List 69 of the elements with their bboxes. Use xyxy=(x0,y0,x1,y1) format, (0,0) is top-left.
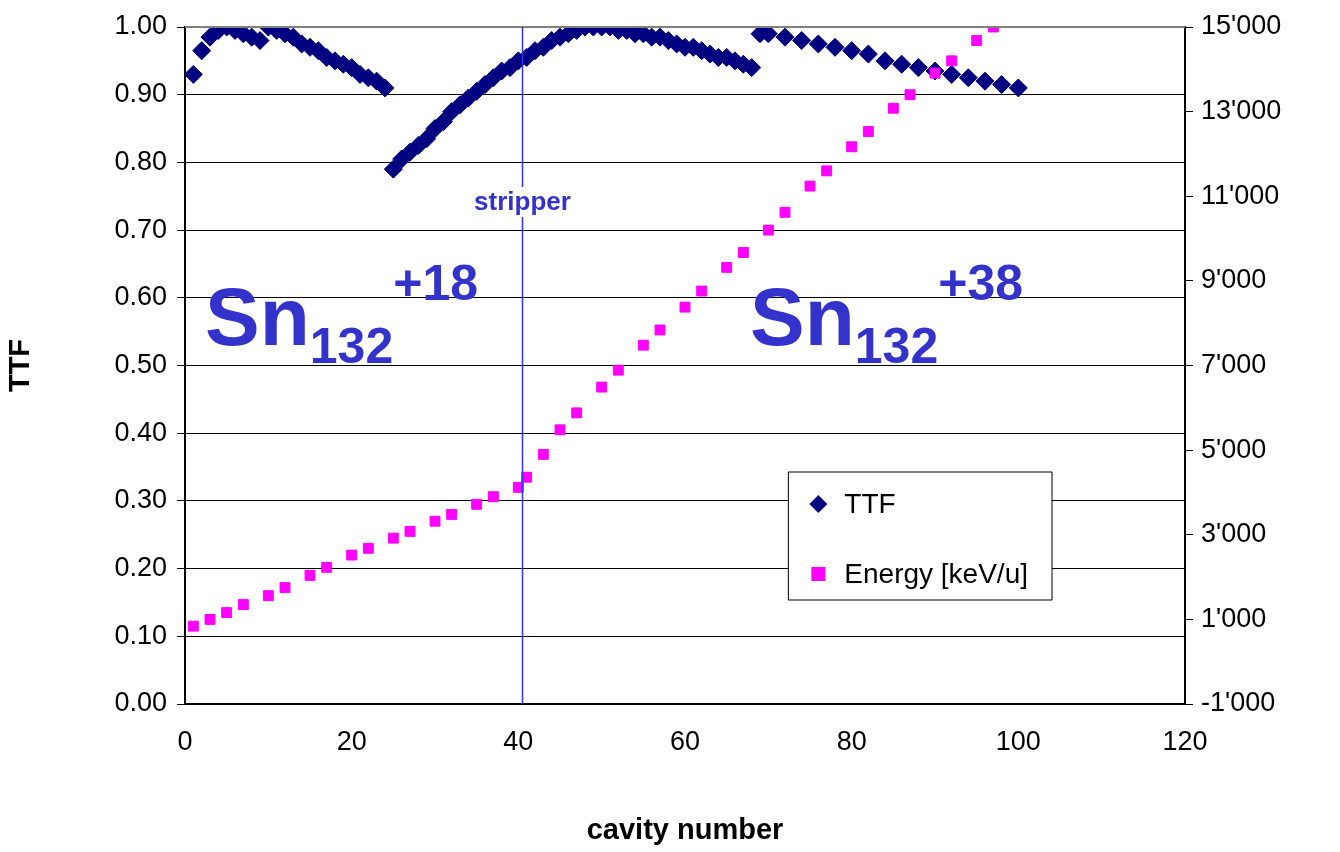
legend-label: Energy [keV/u] xyxy=(844,557,1028,589)
y-tick-label: 0.40 xyxy=(114,416,167,447)
y2-tick-label: 3'000 xyxy=(1201,518,1267,549)
point xyxy=(487,491,499,503)
point xyxy=(762,224,774,236)
point xyxy=(612,364,624,376)
x-tick-label: 100 xyxy=(995,725,1041,756)
y-tick-label: 0.00 xyxy=(114,687,167,718)
point xyxy=(779,206,791,218)
point xyxy=(404,525,416,537)
point xyxy=(696,285,708,297)
y-tick-label: 0.70 xyxy=(114,213,167,244)
x-tick-label: 0 xyxy=(177,725,193,756)
point xyxy=(321,561,333,573)
x-tick-label: 80 xyxy=(836,725,867,756)
point xyxy=(679,301,691,313)
point xyxy=(471,498,483,510)
ref-line-label: stripper xyxy=(474,186,571,216)
point xyxy=(204,613,216,625)
y-tick-label: 0.90 xyxy=(114,78,167,109)
point xyxy=(971,35,983,46)
point xyxy=(946,55,958,67)
point xyxy=(904,89,916,101)
point xyxy=(262,590,274,602)
legend-label: TTF xyxy=(844,487,896,519)
point xyxy=(537,448,549,460)
x-tick-label: 120 xyxy=(1162,725,1208,756)
y-tick-label: 0.30 xyxy=(114,484,167,515)
x-tick-label: 20 xyxy=(336,725,367,756)
point xyxy=(721,261,733,273)
y2-tick-label: 5'000 xyxy=(1201,433,1267,464)
point xyxy=(221,607,233,619)
point xyxy=(187,620,199,632)
point xyxy=(846,141,858,153)
y2-tick-label: -1'000 xyxy=(1201,687,1276,718)
y2-tick-label: 9'000 xyxy=(1201,264,1267,295)
y2-tick-label: 11'000 xyxy=(1201,179,1280,210)
y2-tick-label: 13'000 xyxy=(1201,95,1282,126)
point xyxy=(387,532,399,544)
point xyxy=(654,324,666,336)
x-tick-label: 60 xyxy=(669,725,701,756)
point xyxy=(887,102,899,114)
point xyxy=(821,165,833,177)
y-tick-label: 0.50 xyxy=(114,348,167,379)
point xyxy=(304,569,316,581)
point xyxy=(279,582,291,594)
y-tick-label: 0.60 xyxy=(114,281,167,312)
point xyxy=(346,549,358,561)
y-axis-title: TTF xyxy=(3,338,36,393)
point xyxy=(554,424,566,436)
point xyxy=(429,515,441,527)
point xyxy=(862,126,874,137)
y-tick-label: 1.00 xyxy=(114,10,167,41)
x-tick-label: 40 xyxy=(503,725,534,756)
point xyxy=(737,247,749,258)
point xyxy=(446,508,458,520)
y2-tick-label: 15'000 xyxy=(1201,10,1282,41)
x-axis-title: cavity number xyxy=(586,812,784,845)
y-tick-label: 0.10 xyxy=(114,619,167,650)
point xyxy=(237,599,249,611)
point xyxy=(596,381,608,393)
y2-tick-label: 7'000 xyxy=(1201,348,1267,379)
point xyxy=(362,542,374,554)
y2-tick-label: 1'000 xyxy=(1201,602,1267,633)
y-tick-label: 0.20 xyxy=(114,552,167,583)
point xyxy=(637,339,649,351)
point xyxy=(571,407,583,419)
point xyxy=(804,180,816,192)
y-tick-label: 0.80 xyxy=(114,145,167,176)
